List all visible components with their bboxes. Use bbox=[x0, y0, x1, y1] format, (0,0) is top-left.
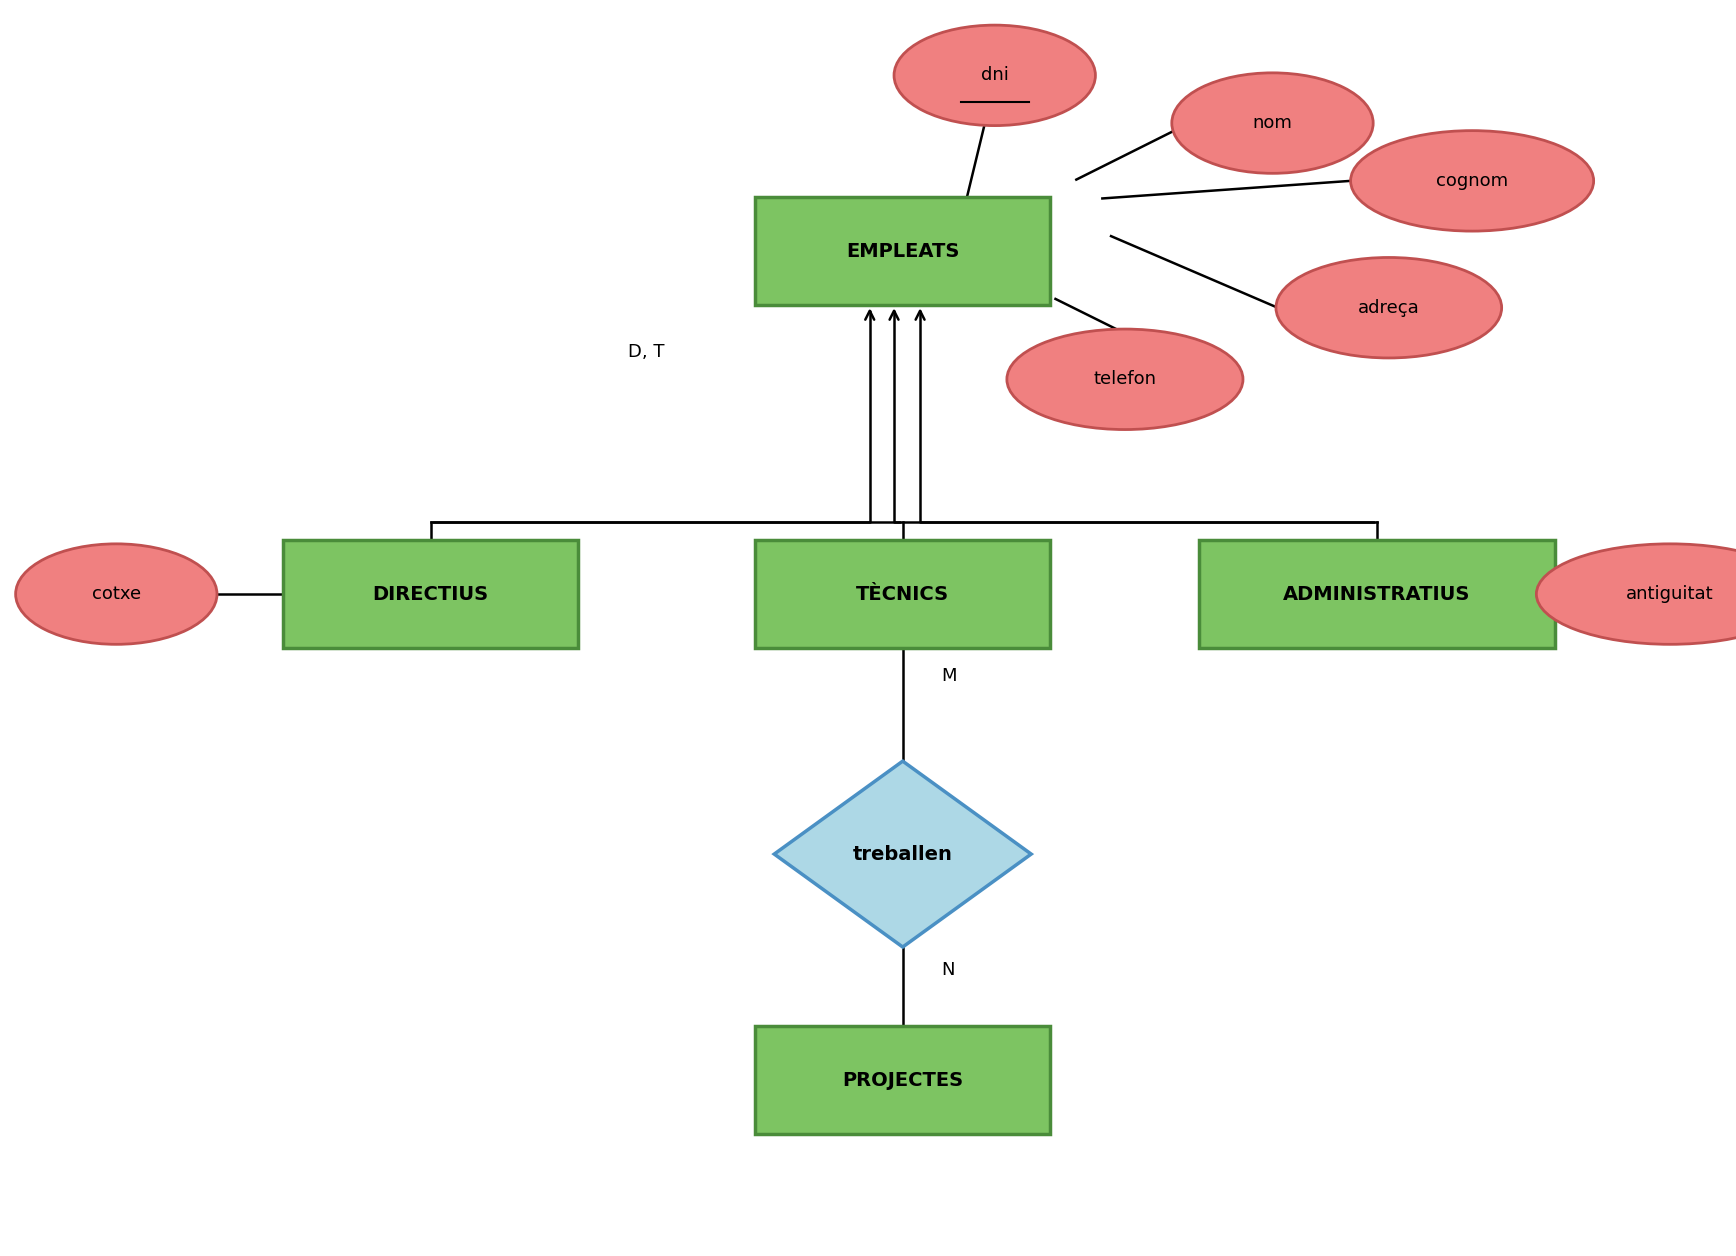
FancyBboxPatch shape bbox=[755, 1026, 1050, 1134]
Text: telefon: telefon bbox=[1094, 371, 1156, 388]
FancyBboxPatch shape bbox=[755, 197, 1050, 305]
Ellipse shape bbox=[1276, 257, 1502, 358]
Ellipse shape bbox=[894, 25, 1095, 126]
Text: nom: nom bbox=[1253, 114, 1292, 132]
Text: N: N bbox=[941, 961, 955, 978]
Text: cotxe: cotxe bbox=[92, 585, 141, 603]
Text: M: M bbox=[941, 667, 957, 685]
Ellipse shape bbox=[16, 544, 217, 644]
Text: cognom: cognom bbox=[1436, 172, 1509, 190]
Ellipse shape bbox=[1351, 131, 1594, 231]
Text: treballen: treballen bbox=[852, 844, 953, 864]
Ellipse shape bbox=[1007, 329, 1243, 430]
FancyBboxPatch shape bbox=[283, 540, 578, 648]
Text: dni: dni bbox=[981, 67, 1009, 84]
FancyBboxPatch shape bbox=[1198, 540, 1555, 648]
Text: adreça: adreça bbox=[1358, 299, 1420, 317]
Text: D, T: D, T bbox=[628, 343, 665, 360]
Ellipse shape bbox=[1536, 544, 1736, 644]
FancyBboxPatch shape bbox=[755, 540, 1050, 648]
Text: DIRECTIUS: DIRECTIUS bbox=[373, 584, 488, 604]
Text: ADMINISTRATIUS: ADMINISTRATIUS bbox=[1283, 584, 1470, 604]
Text: EMPLEATS: EMPLEATS bbox=[845, 241, 960, 261]
Text: TÈCNICS: TÈCNICS bbox=[856, 584, 950, 604]
Text: antiguitat: antiguitat bbox=[1627, 585, 1713, 603]
Polygon shape bbox=[774, 761, 1031, 947]
Text: PROJECTES: PROJECTES bbox=[842, 1070, 963, 1090]
Ellipse shape bbox=[1172, 73, 1373, 173]
